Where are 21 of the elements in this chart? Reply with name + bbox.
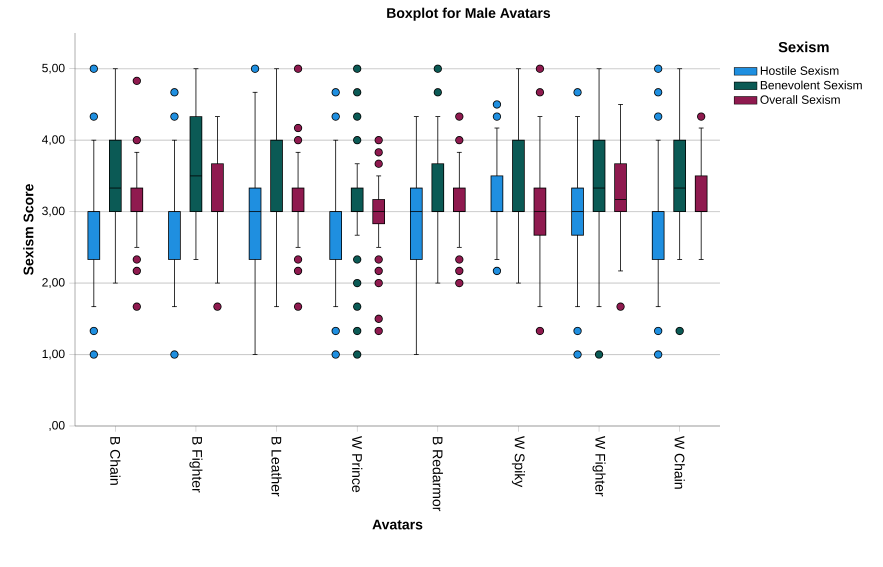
x-axis-title: Avatars [372, 520, 422, 530]
chart-title: Boxplot for Male Avatars [387, 8, 550, 21]
legend-label: Hostile Sexism [760, 66, 838, 75]
x-tick-label: B Chain [110, 437, 120, 485]
x-tick-label: B Redarmor [432, 437, 443, 512]
legend-title: Sexism [778, 42, 829, 52]
x-tick-label: W Spiky [512, 436, 525, 488]
y-tick-label: 3,00 [42, 206, 65, 217]
y-axis-title: Sexism Score [23, 184, 34, 276]
y-tick-label: 4,00 [42, 135, 65, 146]
x-tick-label: W Prince [352, 436, 362, 492]
y-tick-label: ,00 [49, 421, 65, 431]
x-tick-label: W Chain [674, 436, 685, 489]
x-tick-label: B Fighter [189, 437, 202, 492]
legend-label: Overall Sexism [760, 95, 840, 104]
y-tick-label: 5,00 [42, 64, 65, 74]
y-tick-label: 1,00 [42, 350, 65, 360]
x-tick-label: B Leather [271, 437, 282, 496]
y-tick-label: 2,00 [42, 278, 65, 288]
x-tick-label: W Fighter [592, 436, 606, 496]
legend-label: Benevolent Sexism [760, 80, 862, 90]
